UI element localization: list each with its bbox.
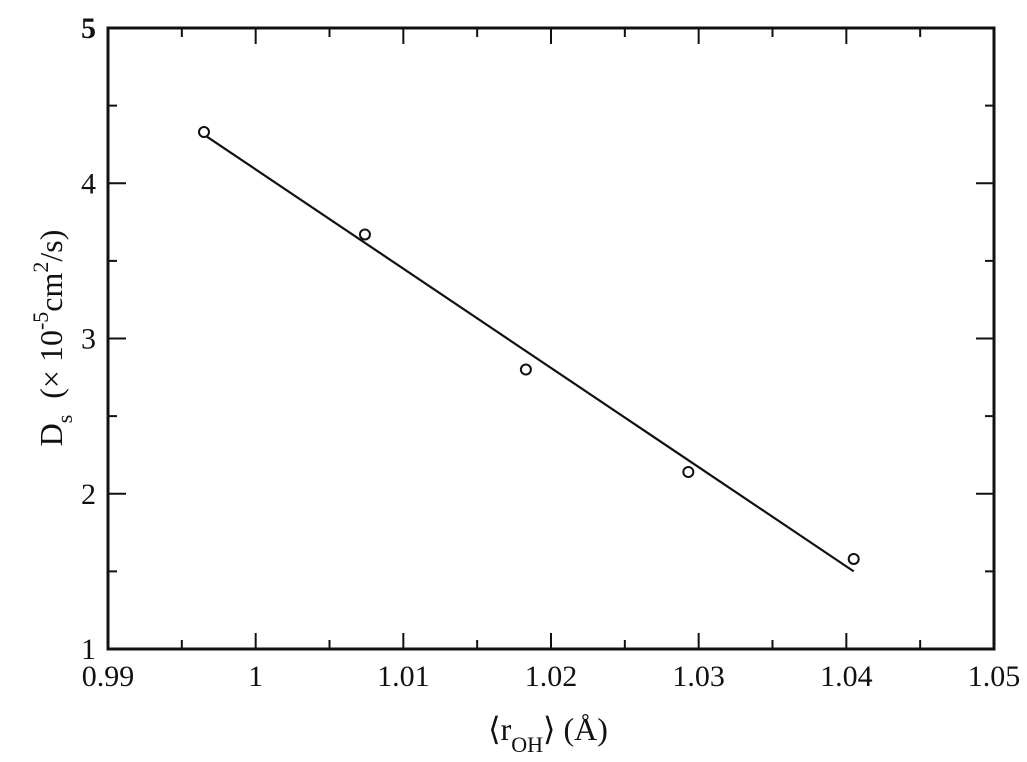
x-tick-label: 1.03 [672, 660, 725, 693]
x-tick-label: 1 [248, 660, 263, 693]
data-point-circle [197, 126, 210, 139]
data-points [197, 126, 860, 565]
fit-line [206, 135, 855, 573]
x-tick-label: 1.02 [525, 660, 578, 693]
x-tick-label: 1.04 [820, 660, 873, 693]
data-point-circle [519, 363, 532, 376]
x-axis-title: ⟨rOH⟩ (Å) [488, 711, 608, 757]
y-axis-title: Ds (× 10-5cm2/s) [28, 230, 77, 447]
fit-line-path [206, 135, 855, 573]
y-tick-label: 2 [81, 478, 96, 511]
data-point-circle [358, 228, 371, 241]
x-tick-label: 1.05 [968, 660, 1021, 693]
y-tick-label: 1 [81, 633, 96, 666]
y-tick-label: 4 [81, 167, 96, 200]
axis-ticks [107, 27, 995, 650]
x-tick-label: 1.01 [377, 660, 430, 693]
y-tick-label: 3 [81, 323, 96, 356]
y-tick-label: 5 [81, 12, 96, 45]
data-point-circle [682, 466, 695, 479]
plot-frame [106, 26, 996, 651]
data-point-circle [847, 552, 860, 565]
x-tick-label: 0.99 [82, 660, 135, 693]
